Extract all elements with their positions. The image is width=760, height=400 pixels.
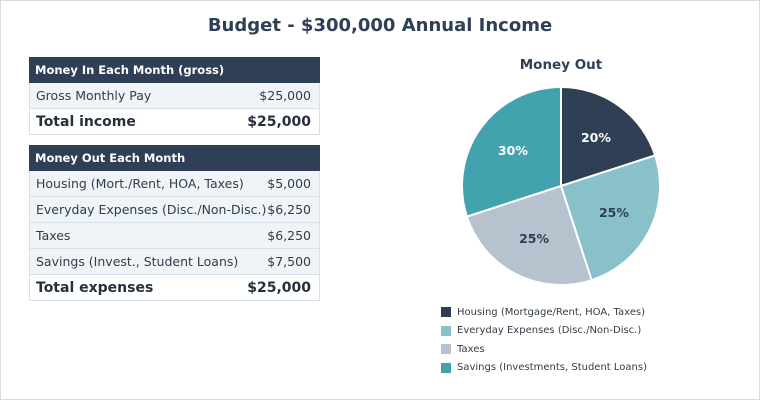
total-expenses-value: $25,000 [247,279,311,296]
row-value: $5,000 [267,176,311,191]
table-row: Savings (Invest., Student Loans) $7,500 [29,249,320,275]
row-value: $6,250 [267,202,311,217]
row-value: $6,250 [267,228,311,243]
total-income-label: Total income [36,113,136,130]
legend-label: Housing (Mortgage/Rent, HOA, Taxes) [457,306,645,318]
money-in-table: Money In Each Month (gross) Gross Monthl… [29,57,320,135]
money-out-table: Money Out Each Month Housing (Mort./Rent… [29,145,320,301]
chart-legend: Housing (Mortgage/Rent, HOA, Taxes) Every… [441,303,647,377]
table-row: Gross Monthly Pay $25,000 [29,83,320,109]
table-row: Everyday Expenses (Disc./Non-Disc.) $6,2… [29,197,320,223]
legend-item: Housing (Mortgage/Rent, HOA, Taxes) [441,303,647,322]
slice-label: 25% [519,231,549,246]
row-label: Housing (Mort./Rent, HOA, Taxes) [36,176,244,191]
legend-swatch [441,344,451,355]
money-out-header: Money Out Each Month [29,145,320,171]
page-title: Budget - $300,000 Annual Income [207,15,553,36]
total-expenses-label: Total expenses [36,279,154,296]
slice-label: 30% [498,143,528,158]
legend-swatch [441,325,451,336]
pie-slice [465,184,593,286]
pie-slice [560,85,657,188]
legend-label: Savings (Investments, Student Loans) [457,362,647,374]
total-income-value: $25,000 [247,113,311,130]
row-label: Gross Monthly Pay [36,88,152,103]
table-row: Housing (Mort./Rent, HOA, Taxes) $5,000 [29,171,320,197]
legend-item: Savings (Investments, Student Loans) [441,359,647,378]
row-label: Savings (Invest., Student Loans) [36,254,239,269]
legend-item: Everyday Expenses (Disc./Non-Disc.) [441,322,647,341]
table-row: Taxes $6,250 [29,223,320,249]
row-label: Everyday Expenses (Disc./Non-Disc.) [36,202,267,217]
row-value: $25,000 [259,88,311,103]
pie-slice [559,154,661,282]
pie-chart: 20% 25% 25% 30% [461,85,661,286]
chart-title: Money Out [519,57,603,73]
slice-label: 25% [599,205,629,220]
slice-label: 20% [581,130,611,145]
legend-item: Taxes [441,340,647,359]
legend-label: Everyday Expenses (Disc./Non-Disc.) [457,325,642,337]
total-expenses-row: Total expenses $25,000 [29,275,320,301]
row-label: Taxes [36,228,71,243]
legend-swatch [441,307,451,318]
legend-swatch [441,362,451,373]
total-income-row: Total income $25,000 [29,109,320,135]
pie-slice [461,85,562,218]
money-in-header: Money In Each Month (gross) [29,57,320,83]
legend-label: Taxes [457,343,485,355]
row-value: $7,500 [267,254,311,269]
